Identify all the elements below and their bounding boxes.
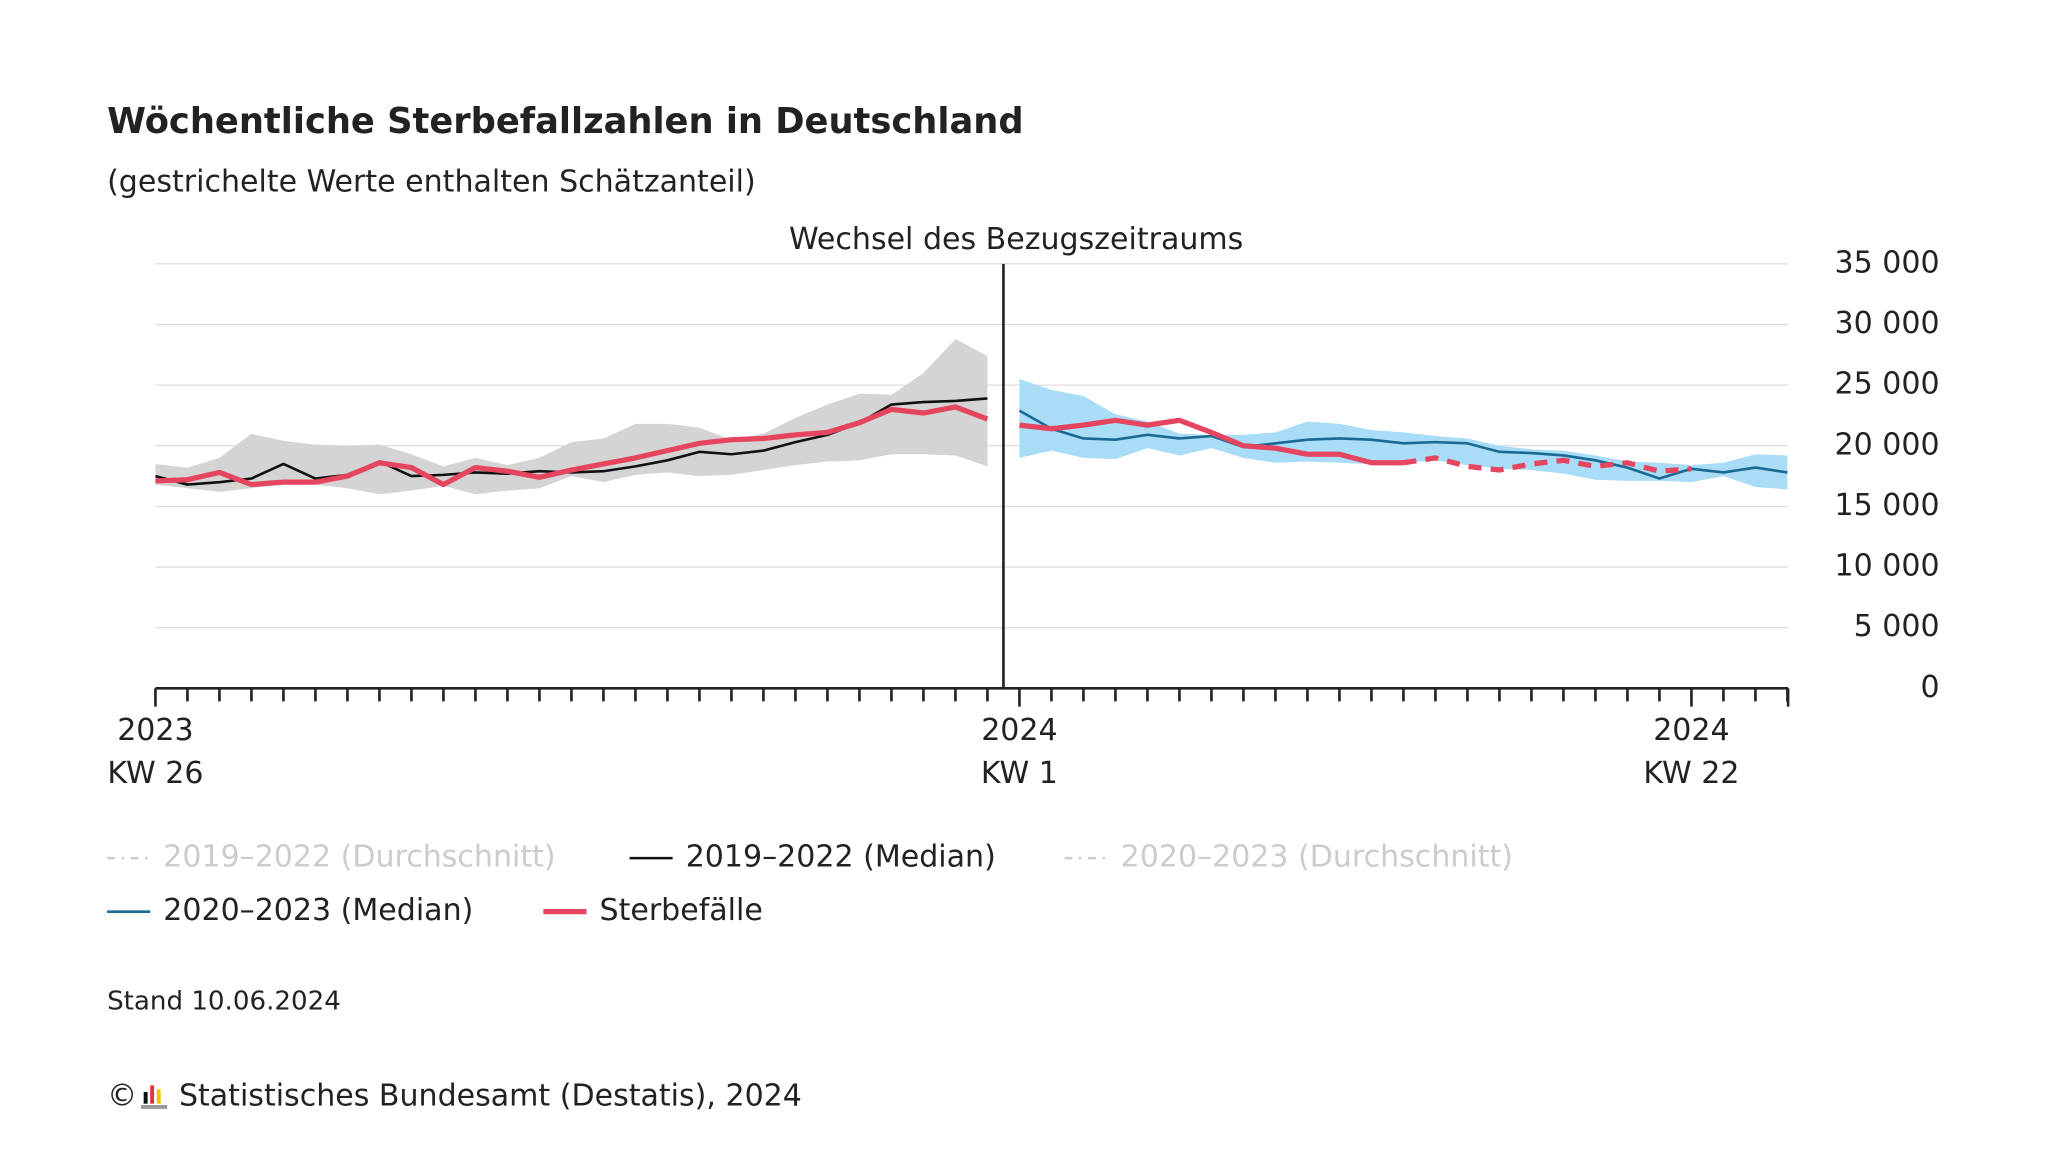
legend-label: 2020–2023 (Median)	[163, 893, 473, 928]
line	[155, 404, 989, 488]
x-tick-label: 2024	[1653, 713, 1729, 748]
band	[155, 339, 988, 495]
annotation: Wechsel des Bezugszeitraums	[789, 222, 1243, 257]
y-tick-label: 15 000	[1834, 488, 1939, 523]
logo	[141, 1085, 168, 1109]
legend-label: 2019–2022 (Median)	[686, 840, 996, 875]
x-tick-label: KW 22	[1643, 756, 1739, 791]
y-tick-label: 25 000	[1834, 367, 1939, 402]
line	[1403, 455, 1692, 474]
y-tick-label: 20 000	[1834, 427, 1939, 462]
copyright: ©	[107, 1079, 137, 1114]
x-tick-label: KW 26	[107, 756, 203, 791]
band	[1019, 379, 1788, 490]
y-tick-label: 30 000	[1834, 306, 1939, 341]
x-tick-label: 2024	[981, 713, 1057, 748]
legend-label: Sterbefälle	[600, 893, 763, 928]
legend-label: 2020–2023 (Durchschnitt)	[1121, 840, 1513, 875]
line	[1018, 409, 1788, 480]
line	[1019, 417, 1404, 466]
stand: Stand 10.06.2024	[107, 986, 341, 1016]
y-tick-label: 0	[1920, 670, 1939, 705]
chart-title: Wöchentliche Sterbefallzahlen in Deutsch…	[107, 101, 1023, 142]
chart-subtitle: (gestrichelte Werte enthalten Schätzante…	[107, 164, 756, 199]
y-tick-label: 35 000	[1834, 245, 1939, 280]
x-tick-label: KW 1	[981, 756, 1058, 791]
legend-label: 2019–2022 (Durchschnitt)	[163, 840, 555, 875]
x-tick-label: 2023	[117, 713, 193, 748]
source: Statistisches Bundesamt (Destatis), 2024	[179, 1079, 802, 1114]
y-tick-label: 10 000	[1834, 549, 1939, 584]
y-tick-label: 5 000	[1854, 609, 1940, 644]
